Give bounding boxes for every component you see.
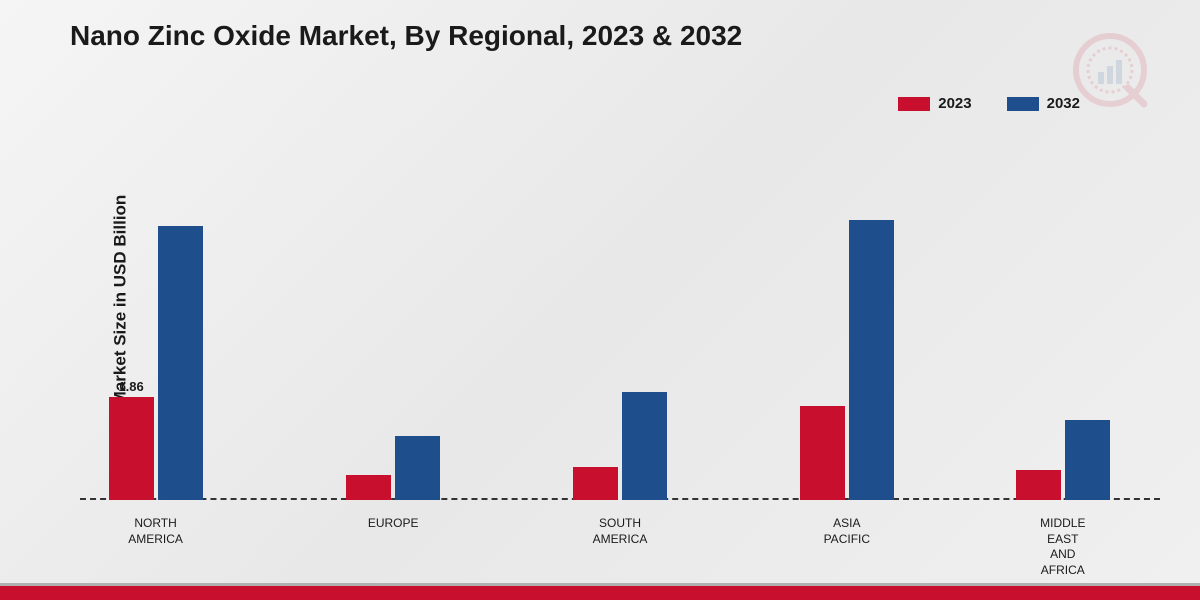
legend-swatch-2032 xyxy=(1007,97,1039,111)
bar-2023 xyxy=(800,406,845,500)
bar-group: 1.86 xyxy=(109,226,203,500)
x-axis-category-label: EUROPE xyxy=(368,516,419,532)
bar-2023 xyxy=(346,475,391,500)
legend-swatch-2023 xyxy=(898,97,930,111)
bar-2032 xyxy=(158,226,203,500)
bar-group xyxy=(1016,420,1110,500)
legend-label-2023: 2023 xyxy=(938,95,971,112)
legend: 2023 2032 xyxy=(898,95,1080,112)
footer-bar xyxy=(0,586,1200,600)
bar-2023 xyxy=(573,467,618,500)
bar-group xyxy=(346,436,440,500)
bar-2032 xyxy=(1065,420,1110,500)
bar-2032 xyxy=(849,220,894,500)
watermark-logo-icon xyxy=(1070,30,1150,115)
bar-2023: 1.86 xyxy=(109,397,154,500)
x-axis-labels: NORTH AMERICA EUROPE SOUTH AMERICA ASIA PAC… xyxy=(80,510,1160,570)
bar-group xyxy=(800,220,894,500)
bar-2032 xyxy=(395,436,440,500)
chart-plot-area: 1.86 xyxy=(80,140,1160,500)
x-axis-category-label: NORTH AMERICA xyxy=(128,516,183,547)
chart-title: Nano Zinc Oxide Market, By Regional, 202… xyxy=(70,20,742,52)
legend-item-2023: 2023 xyxy=(898,95,971,112)
bar-2023 xyxy=(1016,470,1061,500)
bar-group xyxy=(573,392,667,500)
x-axis-category-label: ASIA PACIFIC xyxy=(824,516,870,547)
x-axis-category-label: MIDDLE EAST AND AFRICA xyxy=(1040,516,1085,578)
bar-2032 xyxy=(622,392,667,500)
bar-value-label: 1.86 xyxy=(118,379,143,394)
x-axis-category-label: SOUTH AMERICA xyxy=(593,516,648,547)
legend-label-2032: 2032 xyxy=(1047,95,1080,112)
legend-item-2032: 2032 xyxy=(1007,95,1080,112)
